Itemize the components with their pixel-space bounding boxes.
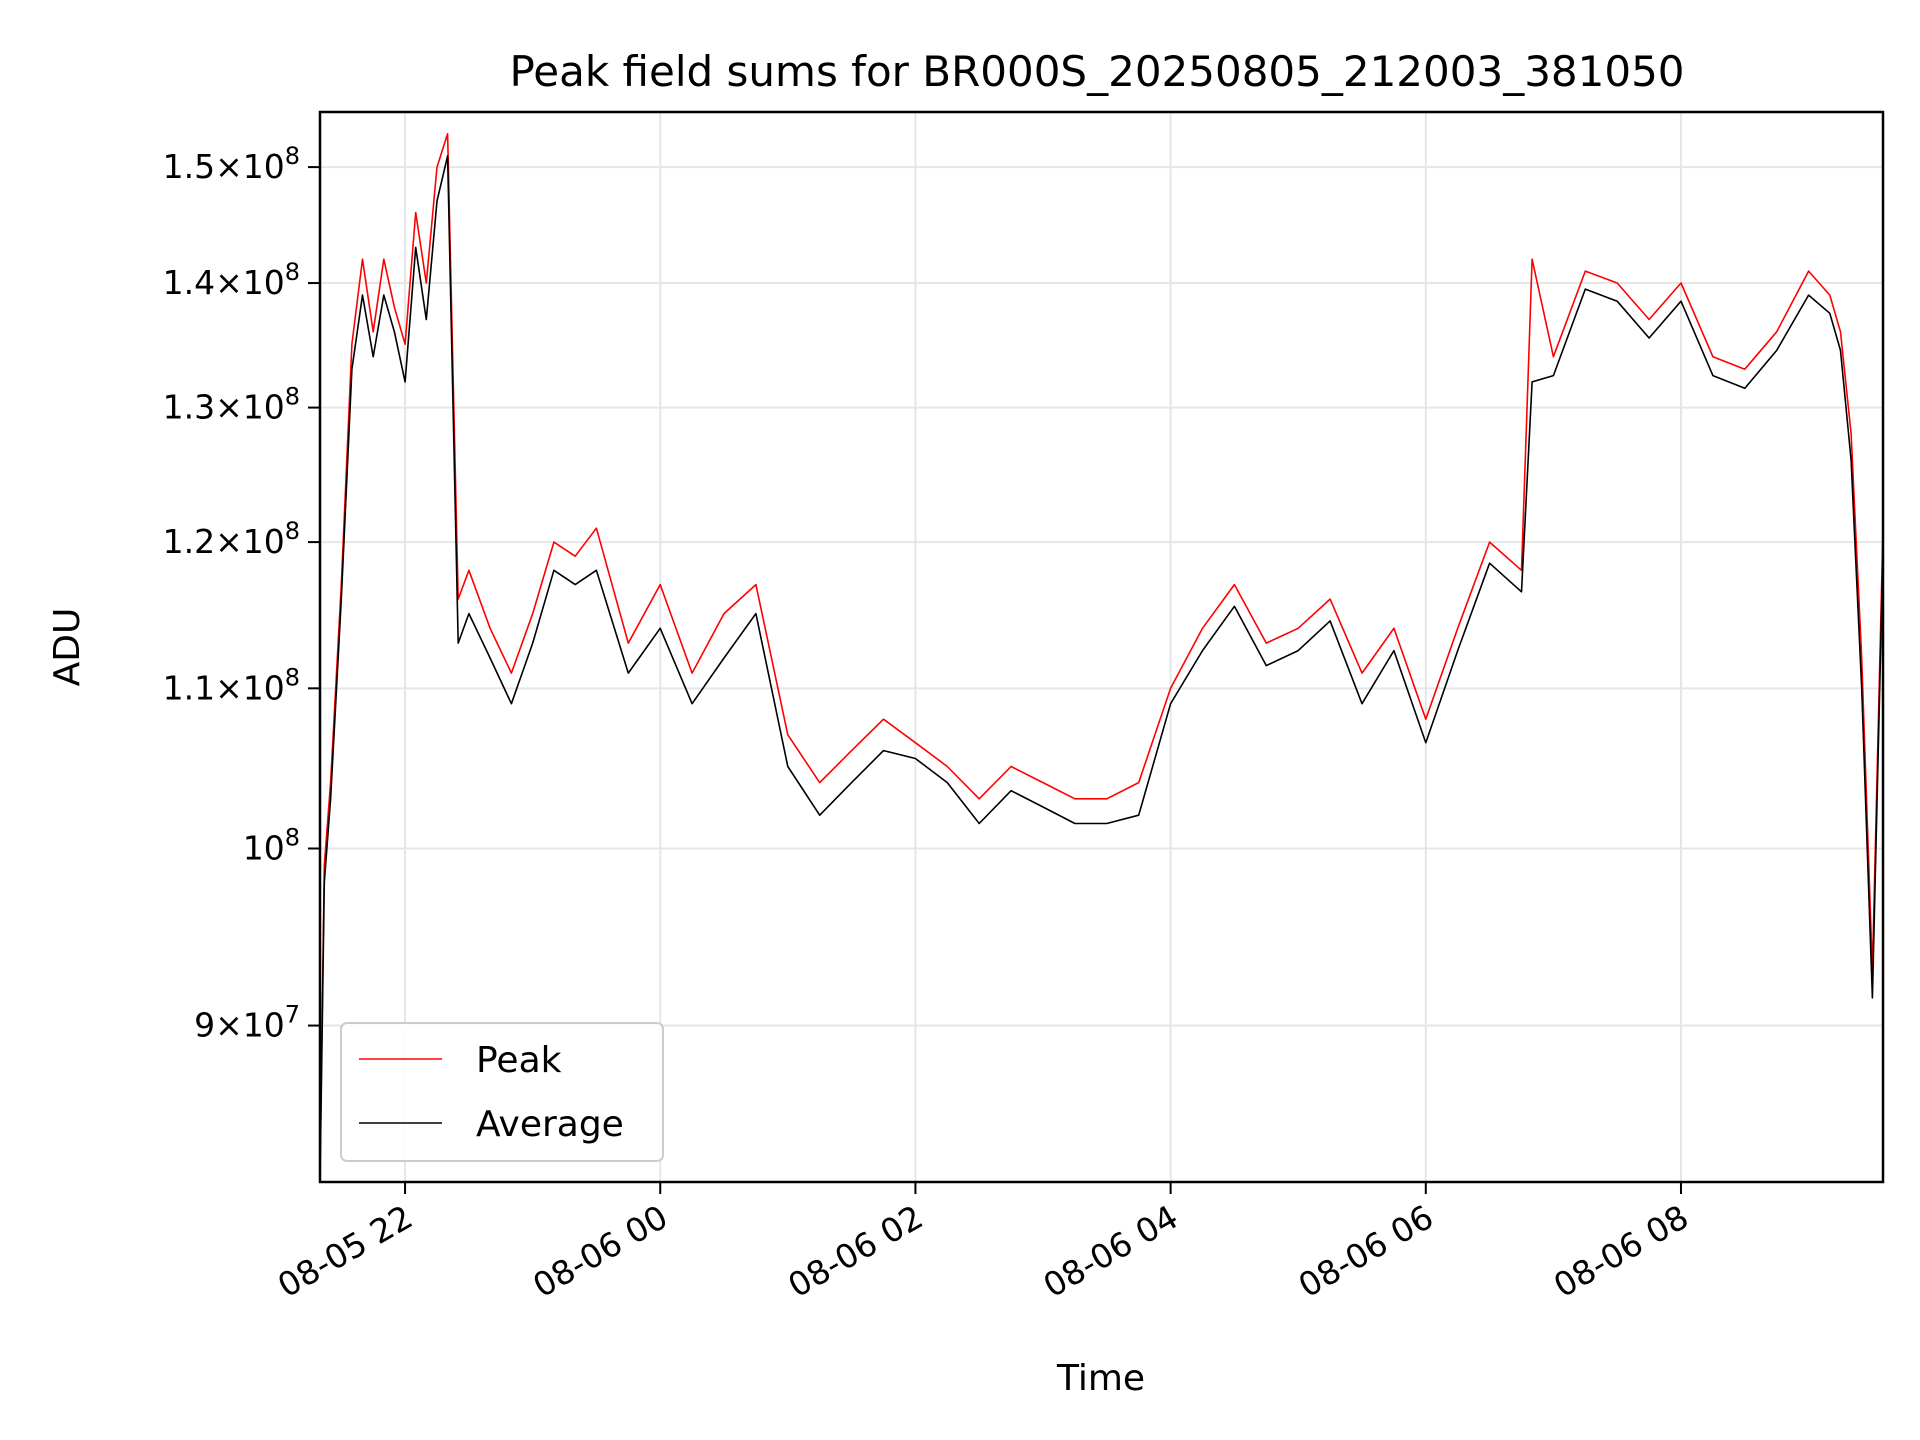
y-tick-label: 9×107	[194, 1001, 300, 1045]
x-axis-label: Time	[1056, 1358, 1145, 1399]
y-tick-label: 108	[243, 823, 300, 867]
grid	[320, 112, 1883, 1182]
y-tick-label: 1.2×108	[163, 517, 300, 561]
y-tick-label: 1.5×108	[163, 142, 300, 186]
y-tick-label: 1.4×108	[163, 258, 300, 302]
plot-frame	[318, 110, 1885, 1184]
y-tick-label: 1.3×108	[163, 383, 300, 427]
legend-label-peak: Peak	[476, 1040, 562, 1081]
y-tick-label: 1.1×108	[163, 663, 300, 707]
series-line-peak	[319, 133, 1884, 1172]
series-line-average	[319, 155, 1884, 1183]
plot-series	[319, 133, 1884, 1183]
legend-label-average: Average	[476, 1104, 624, 1145]
legend: Peak Average	[340, 1022, 664, 1162]
y-axis: 9×107 108 1.1×108 1.2×108 1.3×108 1.4×108 1.5×…	[163, 142, 320, 1045]
legend-box	[340, 1022, 664, 1162]
chart-title: Peak field sums for BR000S_20250805_2120…	[509, 47, 1684, 96]
y-axis-label: ADU	[47, 608, 88, 687]
